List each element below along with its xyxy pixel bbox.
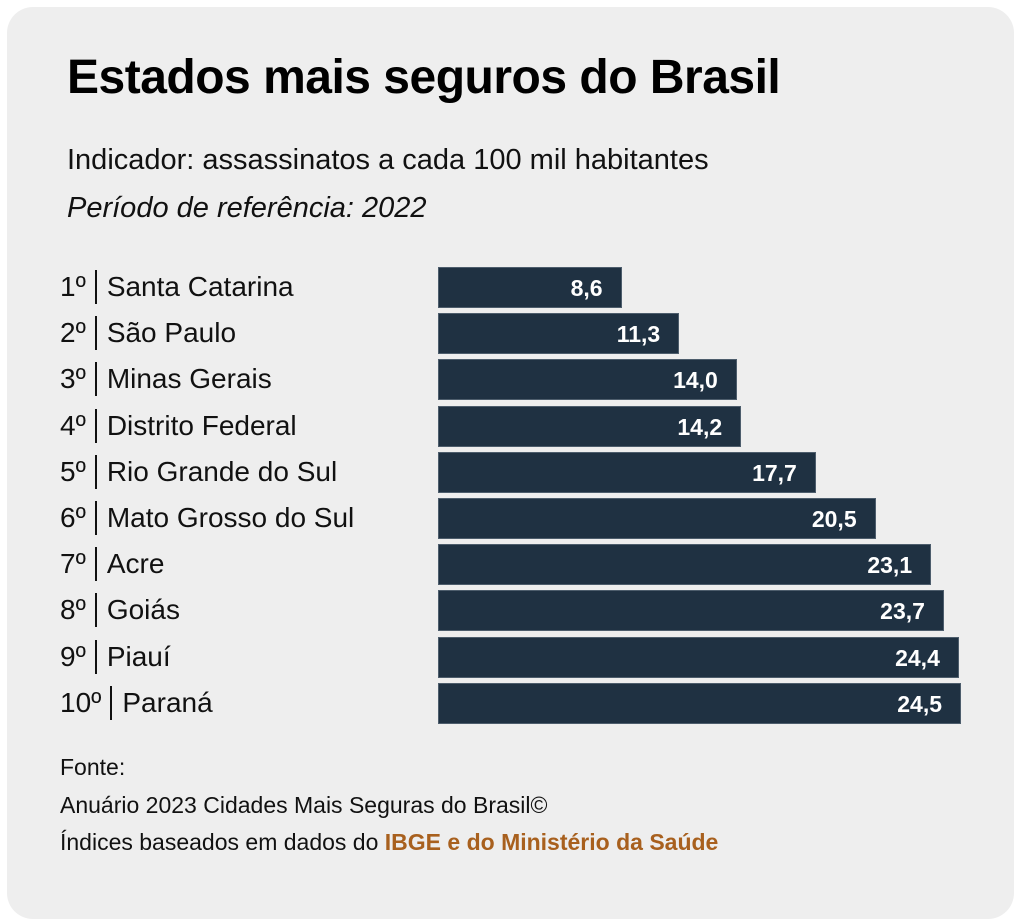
- rank-number: 4º: [60, 409, 86, 441]
- bar: 24,4: [438, 636, 959, 678]
- rank-number: 3º: [60, 363, 86, 395]
- separator: [94, 408, 97, 443]
- separator: [94, 639, 97, 674]
- state-name: Mato Grosso do Sul: [106, 502, 355, 533]
- state-name: Distrito Federal: [106, 409, 297, 441]
- bar-value-label: 23,1: [867, 552, 913, 579]
- rank-number: 2º: [60, 317, 86, 349]
- state-name: São Paulo: [106, 317, 237, 349]
- bar: 24,5: [438, 682, 961, 724]
- bar: 23,7: [438, 590, 944, 632]
- chart-subtitle: Indicador: assassinatos a cada 100 mil h…: [67, 144, 709, 176]
- row-label: 10º Paraná: [60, 683, 213, 723]
- rank-number: 8º: [60, 594, 86, 626]
- source-line-1: Anuário 2023 Cidades Mais Seguras do Bra…: [60, 792, 548, 818]
- bar-value-label: 14,2: [677, 413, 723, 440]
- row-label: 6º Mato Grosso do Sul: [60, 498, 354, 538]
- row-label: 3º Minas Gerais: [60, 359, 272, 399]
- reference-period: Período de referência: 2022: [67, 192, 427, 224]
- bar-value-label: 24,4: [895, 644, 940, 671]
- chart-title: Estados mais seguros do Brasil: [67, 51, 781, 104]
- separator: [94, 547, 97, 582]
- state-name: Paraná: [122, 686, 213, 718]
- row-label: 7º Acre: [60, 544, 164, 584]
- row-label: 9º Piauí: [60, 637, 171, 677]
- bar: 11,3: [438, 313, 680, 355]
- separator: [110, 685, 113, 720]
- separator: [94, 270, 97, 304]
- state-name: Minas Gerais: [106, 363, 272, 395]
- bar: 20,5: [438, 498, 876, 539]
- state-name: Piauí: [106, 640, 171, 672]
- bar-value-label: 14,0: [673, 367, 718, 394]
- bar-value-label: 20,5: [811, 506, 857, 532]
- rank-number: 6º: [60, 502, 86, 533]
- source-line-2: Índices baseados em dados do IBGE e do M…: [60, 829, 718, 856]
- separator: [94, 501, 97, 535]
- row-label: 5º Rio Grande do Sul: [60, 452, 337, 492]
- state-name: Rio Grande do Sul: [106, 455, 338, 487]
- bar: 14,0: [438, 359, 737, 401]
- separator: [94, 316, 97, 351]
- separator: [94, 593, 97, 628]
- bar-value-label: 17,7: [752, 459, 797, 486]
- bar: 17,7: [438, 451, 816, 493]
- source-highlight: IBGE e do Ministério da Saúde: [384, 829, 719, 855]
- rank-number: 7º: [60, 548, 86, 580]
- bar-value-label: 11,3: [616, 321, 661, 348]
- bar-value-label: 8,6: [570, 275, 603, 301]
- rank-number: 5º: [60, 455, 86, 487]
- bar: 8,6: [438, 267, 622, 308]
- rank-number: 9º: [60, 640, 86, 672]
- row-label: 1º Santa Catarina: [60, 267, 294, 307]
- bar: 23,1: [438, 544, 932, 586]
- source-label: Fonte:: [60, 754, 126, 780]
- separator: [94, 362, 97, 397]
- row-label: 8º Goiás: [60, 590, 180, 630]
- state-name: Acre: [106, 548, 165, 580]
- state-name: Santa Catarina: [106, 271, 294, 302]
- source-line-2-prefix: Índices baseados em dados do: [60, 829, 385, 855]
- separator: [94, 454, 97, 489]
- state-name: Goiás: [106, 594, 180, 626]
- bar-value-label: 23,7: [880, 598, 925, 625]
- rank-number: 1º: [60, 271, 86, 302]
- rank-number: 10º: [60, 686, 102, 718]
- bar-value-label: 24,5: [897, 690, 942, 717]
- row-label: 4º Distrito Federal: [60, 406, 297, 446]
- bar: 14,2: [438, 405, 742, 447]
- row-label: 2º São Paulo: [60, 313, 236, 353]
